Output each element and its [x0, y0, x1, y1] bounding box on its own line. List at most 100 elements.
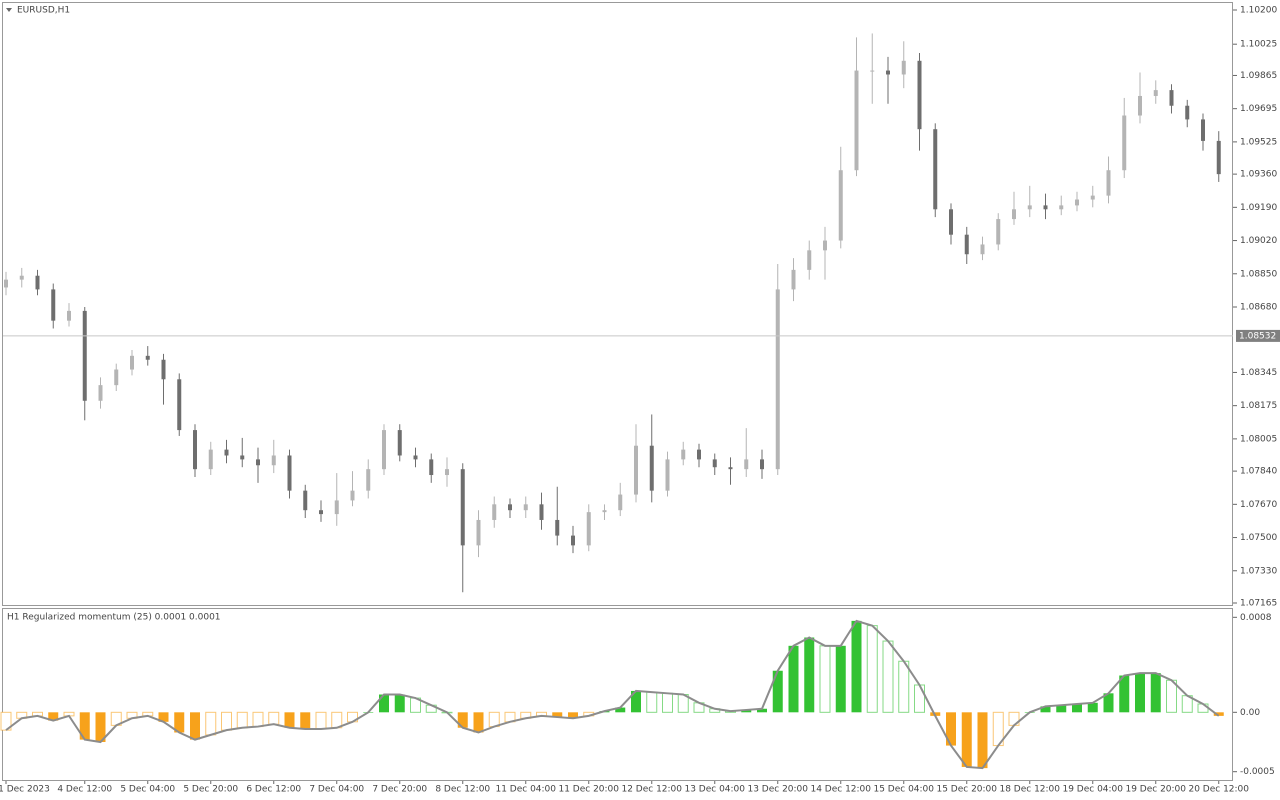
candle-body: [51, 289, 56, 321]
candle-body: [838, 170, 843, 241]
momentum-bar: [1119, 675, 1130, 713]
candle-body: [870, 70, 875, 72]
x-tick-label: 6 Dec 12:00: [246, 785, 301, 795]
momentum-bar: [236, 711, 248, 729]
momentum-bar: [394, 694, 405, 713]
momentum-bar: [1103, 693, 1114, 713]
candle-body: [460, 469, 465, 546]
momentum-bar: [804, 637, 815, 713]
x-tick-label: 18 Dec 12:00: [999, 785, 1060, 795]
symbol-menu-arrow[interactable]: [6, 8, 12, 12]
candle-body: [224, 449, 229, 456]
candle-body: [886, 70, 890, 75]
symbol-title: EURUSD,H1: [17, 6, 70, 16]
x-tick-label: 13 Dec 20:00: [747, 785, 808, 795]
y-tick-label: 1.07840: [1240, 467, 1277, 477]
candle-body: [634, 445, 638, 495]
y-tick-label: 0.0008: [1240, 613, 1272, 623]
candle-body: [949, 209, 953, 235]
x-tick-label: 7 Dec 20:00: [372, 785, 427, 795]
momentum-bar: [457, 712, 468, 728]
y-tick-label: 1.08680: [1240, 302, 1277, 312]
x-tick-label: 15 Dec 20:00: [936, 785, 997, 795]
candle-body: [271, 455, 276, 466]
candle-body: [854, 70, 859, 171]
candle-body: [901, 60, 906, 75]
candle-body: [287, 455, 292, 491]
candle-body: [1185, 105, 1190, 120]
candle-body: [571, 535, 575, 546]
candle-body: [303, 490, 308, 511]
momentum-bar: [662, 692, 673, 713]
momentum-bar: [835, 645, 846, 713]
candle-body: [555, 519, 560, 536]
momentum-bar: [158, 712, 169, 722]
candle-body: [1106, 170, 1111, 196]
x-tick-label: 8 Dec 12:00: [435, 785, 490, 795]
candle-body: [145, 355, 150, 360]
candle-body: [1153, 90, 1158, 96]
candle-body: [240, 455, 245, 460]
candle-body: [933, 129, 938, 210]
indicator-panel: [2, 608, 1233, 781]
momentum-bar: [898, 660, 910, 713]
candle-body: [161, 359, 166, 380]
candle-body: [523, 504, 528, 511]
momentum-bar: [819, 645, 831, 713]
candle-body: [996, 219, 1001, 245]
x-tick-label: 5 Dec 04:00: [120, 785, 175, 795]
candle-body: [917, 60, 922, 130]
momentum-bar: [866, 625, 878, 713]
y-tick-label: 1.09190: [1240, 203, 1277, 213]
momentum-bar: [1087, 702, 1098, 713]
candle-body: [665, 459, 670, 491]
candle-body: [1012, 209, 1016, 220]
x-tick-label: 19 Dec 20:00: [1125, 785, 1186, 795]
y-tick-label: 1.07165: [1240, 599, 1277, 609]
candle-body: [1138, 95, 1142, 116]
candle-body: [35, 275, 40, 290]
y-tick-label: 1.10025: [1240, 40, 1277, 50]
momentum-bar: [1135, 673, 1145, 713]
momentum-bar: [268, 711, 280, 725]
x-tick-label: 11 Dec 20:00: [558, 785, 619, 795]
candle-body: [586, 512, 591, 546]
candle-body: [1059, 205, 1064, 210]
candle-body: [1043, 205, 1048, 210]
momentum-bar: [882, 640, 894, 713]
momentum-bar: [552, 712, 563, 718]
momentum-bar: [961, 712, 972, 767]
candle-body: [130, 355, 134, 370]
candle-body: [476, 519, 481, 546]
y-tick-label: 1.09020: [1240, 236, 1277, 246]
candle-body: [413, 455, 418, 460]
candle-body: [256, 459, 260, 466]
candle-body: [712, 459, 717, 468]
candle-body: [208, 449, 213, 470]
candle-body: [697, 449, 701, 460]
candle-body: [114, 369, 119, 386]
momentum-line: [5, 619, 1220, 770]
price-panel: [2, 2, 1233, 606]
candle-body: [98, 385, 103, 401]
candle-body: [618, 494, 623, 511]
momentum-bar: [1072, 704, 1082, 713]
candle-body: [744, 459, 749, 470]
momentum-bar: [772, 670, 783, 713]
momentum-bar: [977, 712, 988, 769]
y-tick-label: 1.09525: [1240, 137, 1277, 147]
candle-body: [397, 430, 402, 456]
x-tick-label: 5 Dec 20:00: [183, 785, 238, 795]
y-tick-label: 1.10200: [1240, 6, 1277, 16]
momentum-bar: [252, 711, 264, 728]
momentum-bar: [851, 620, 862, 713]
momentum-bar: [946, 712, 956, 746]
candle-body: [82, 310, 87, 401]
momentum-bar: [1056, 705, 1067, 713]
candle-body: [319, 510, 323, 515]
momentum-bar: [315, 711, 327, 730]
candle-body: [4, 279, 8, 288]
x-tick-label: 1 Dec 2023: [0, 785, 50, 795]
candle-body: [649, 445, 654, 491]
